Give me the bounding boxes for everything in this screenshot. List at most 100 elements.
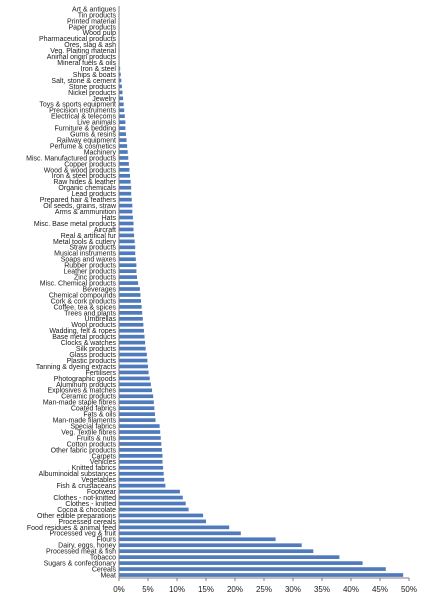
bar — [119, 549, 314, 554]
bar — [119, 561, 363, 565]
bar — [119, 263, 137, 268]
category-label: Coated fabrics — [71, 406, 117, 413]
category-label: Metal tools & cutlery — [53, 239, 117, 246]
bar — [119, 162, 129, 166]
category-label: Arms & ammunition — [55, 209, 116, 216]
bar — [119, 489, 180, 494]
category-label: Fats & oils — [83, 412, 116, 419]
bar — [119, 507, 189, 512]
bar — [119, 519, 206, 524]
bar — [119, 537, 276, 542]
x-tick-label: 0% — [113, 585, 125, 594]
category-label: Ceramic products — [61, 394, 116, 401]
bar — [119, 573, 404, 577]
category-label: Beverages — [83, 286, 117, 293]
bar — [119, 454, 163, 458]
bar — [119, 126, 126, 130]
bar — [119, 156, 129, 160]
bar — [119, 185, 132, 190]
bar — [119, 334, 145, 339]
bar — [119, 84, 122, 89]
bar — [119, 531, 241, 536]
category-label: Tanning & dyeing extracts — [36, 364, 117, 371]
category-label: Aircraft — [94, 227, 116, 234]
bar — [119, 477, 165, 482]
bar — [119, 412, 155, 416]
bar — [119, 316, 143, 321]
category-label: Carpets — [91, 453, 116, 460]
category-label: Gums & resins — [70, 132, 116, 139]
category-label: Processed veg & fruit — [49, 531, 116, 538]
bar — [119, 388, 153, 393]
bar — [119, 96, 124, 101]
bar — [119, 525, 230, 530]
category-label: Man-made filaments — [53, 418, 117, 425]
bar — [119, 168, 130, 172]
category-label: Furniture & bedding — [55, 126, 117, 133]
category-label: Rubber products — [64, 263, 116, 270]
category-label: Special fabrics — [70, 423, 116, 430]
category-label: Cork & cork products — [51, 298, 117, 305]
x-tick-labels-group: 0% 5% 10% 15% 20% 25% 30% 35% 40% 45% 50% — [113, 578, 417, 594]
bar — [119, 400, 154, 405]
category-label: Coffee, tea & spices — [53, 304, 116, 311]
bar — [119, 436, 161, 440]
category-label: Umbrellas — [84, 316, 116, 323]
category-label: Misc. Chemical products — [40, 280, 117, 287]
bar — [119, 567, 386, 571]
category-label: Wadding, felt & ropes — [49, 328, 116, 335]
bar — [119, 215, 133, 220]
category-label: Veg. Plaiting material — [50, 48, 116, 55]
bar — [119, 430, 161, 434]
bar — [119, 346, 146, 351]
category-label: Hats — [102, 215, 117, 222]
category-label: Meat — [100, 572, 116, 579]
category-label: Live animals — [77, 120, 116, 127]
bar — [119, 495, 183, 500]
bar — [119, 305, 142, 309]
bar — [119, 114, 125, 119]
bar — [119, 465, 164, 470]
bar — [119, 227, 134, 232]
category-label: Raw hides & leather — [53, 179, 116, 186]
category-label: Cocoa & chocolate — [57, 507, 116, 514]
category-label: Veg. Textile fibres — [61, 429, 116, 436]
bar — [119, 150, 128, 154]
category-label: Aluminum products — [56, 382, 116, 389]
category-label: Jewelry — [92, 96, 116, 103]
bar — [119, 90, 123, 95]
category-label: Printed material — [67, 18, 116, 25]
category-label: Copper products — [64, 161, 116, 168]
category-label: Ships & boats — [73, 72, 117, 79]
category-label: Pharmaceutical products — [39, 36, 117, 43]
category-label: Knitted fabrics — [72, 465, 117, 472]
bar — [119, 108, 125, 113]
bar — [119, 78, 122, 83]
bar — [119, 138, 127, 142]
bar — [119, 340, 146, 345]
category-label: Vegetables — [81, 477, 116, 484]
category-label: Art & antiques — [72, 6, 116, 13]
bar — [119, 555, 340, 559]
category-label: Footwear — [87, 489, 117, 496]
category-label: Mineral fuels & oils — [57, 60, 116, 67]
bar — [119, 275, 137, 279]
bar — [119, 251, 136, 256]
category-label: Stone products — [69, 84, 117, 91]
x-tick-label: 25% — [256, 585, 272, 594]
bar — [119, 132, 126, 136]
category-label: Albuminoidal substances — [39, 471, 117, 478]
category-label: Oil seeds, grains, straw — [43, 203, 117, 210]
category-label: Ores, slag & ash — [64, 42, 116, 49]
category-label: Photographic goods — [54, 376, 117, 383]
bar — [119, 299, 142, 303]
category-label: Prepared hair & feathers — [40, 197, 117, 204]
category-label: Iron & steel products — [52, 173, 117, 180]
category-label: Food residues & animal feed — [27, 525, 116, 532]
category-label: Leather products — [63, 269, 116, 276]
category-label: Fish & crustaceans — [56, 483, 116, 490]
x-tick-label: 35% — [314, 585, 330, 594]
bar — [119, 376, 150, 381]
category-label: Vehicles — [90, 459, 117, 466]
